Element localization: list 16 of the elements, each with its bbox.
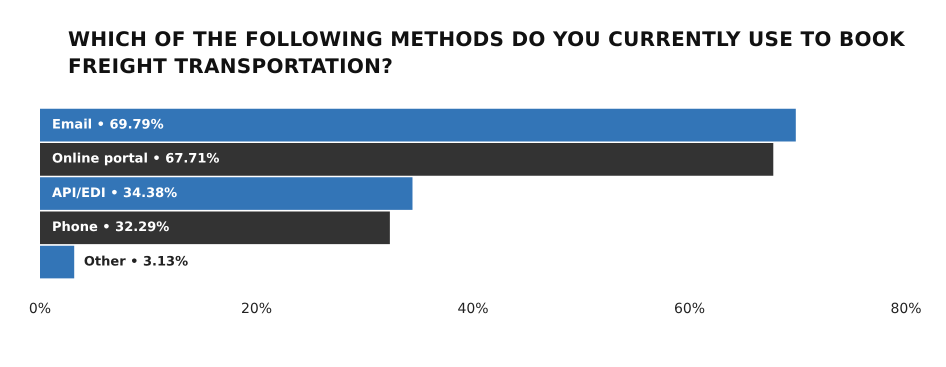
x-tick-label: 20% [240,301,272,318]
bar [40,143,774,176]
category-label: Online portal • 67.71% [52,152,220,167]
x-tick-label: 0% [28,301,52,318]
x-tick-label: 60% [674,301,706,318]
x-tick-label: 80% [890,301,922,318]
x-tick-label: 40% [457,301,489,318]
chart-title: WHICH OF THE FOLLOWING METHODS DO YOU CURRENTLY USE TO BOOK FREIGHT TRANSPORTATION? [68,26,906,80]
category-label: API/EDI • 34.38% [52,186,178,201]
bar [40,108,796,142]
bar [40,246,74,278]
bar [40,177,412,210]
bar [40,212,390,244]
category-label: Other • 3.13% [84,254,188,270]
category-label: Email • 69.79% [52,117,164,132]
category-label: Phone • 32.29% [52,220,170,236]
